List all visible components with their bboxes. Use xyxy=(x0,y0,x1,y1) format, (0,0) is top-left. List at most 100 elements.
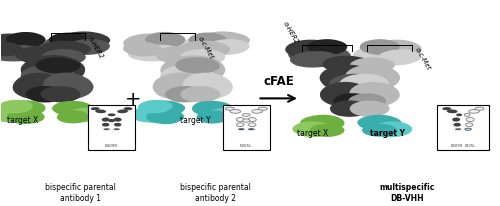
Text: target X: target X xyxy=(296,128,328,137)
Polygon shape xyxy=(20,56,85,84)
Polygon shape xyxy=(196,111,228,124)
Polygon shape xyxy=(152,73,203,100)
Polygon shape xyxy=(12,73,64,100)
Polygon shape xyxy=(160,56,226,85)
Polygon shape xyxy=(200,32,250,49)
Polygon shape xyxy=(348,94,386,110)
Text: target X: target X xyxy=(6,116,38,125)
Ellipse shape xyxy=(442,108,451,111)
Ellipse shape xyxy=(452,118,460,122)
Text: target Y: target Y xyxy=(180,116,210,125)
Polygon shape xyxy=(182,73,233,100)
Polygon shape xyxy=(66,40,110,56)
Polygon shape xyxy=(156,47,210,65)
Text: F405L: F405L xyxy=(464,144,476,147)
FancyBboxPatch shape xyxy=(437,105,490,150)
Polygon shape xyxy=(180,50,225,66)
Polygon shape xyxy=(345,65,400,92)
Polygon shape xyxy=(140,101,185,117)
Ellipse shape xyxy=(466,123,473,127)
Polygon shape xyxy=(288,44,351,67)
Ellipse shape xyxy=(117,110,128,114)
Text: α-HER2: α-HER2 xyxy=(87,35,104,59)
Ellipse shape xyxy=(238,129,244,131)
Ellipse shape xyxy=(114,118,122,122)
Polygon shape xyxy=(0,34,32,53)
Ellipse shape xyxy=(226,108,234,111)
Polygon shape xyxy=(180,41,230,58)
Polygon shape xyxy=(1,101,46,117)
Polygon shape xyxy=(0,107,30,123)
Polygon shape xyxy=(0,100,33,114)
Ellipse shape xyxy=(248,118,256,122)
Ellipse shape xyxy=(252,110,262,114)
Polygon shape xyxy=(43,34,103,57)
Polygon shape xyxy=(146,110,184,125)
Text: bispecific parental
antibody 1: bispecific parental antibody 1 xyxy=(45,182,116,202)
Polygon shape xyxy=(138,100,172,114)
Ellipse shape xyxy=(236,118,244,122)
Polygon shape xyxy=(206,108,244,123)
Polygon shape xyxy=(126,38,190,61)
Ellipse shape xyxy=(465,129,471,131)
Polygon shape xyxy=(322,57,372,74)
Polygon shape xyxy=(300,115,344,132)
Ellipse shape xyxy=(108,119,115,123)
Polygon shape xyxy=(43,73,94,100)
Polygon shape xyxy=(26,87,66,103)
Polygon shape xyxy=(292,122,332,138)
Polygon shape xyxy=(182,34,242,57)
Text: α-c-Met: α-c-Met xyxy=(414,46,432,71)
Ellipse shape xyxy=(248,123,256,127)
Polygon shape xyxy=(180,87,220,103)
Polygon shape xyxy=(49,33,87,48)
Polygon shape xyxy=(362,124,397,137)
Polygon shape xyxy=(350,83,400,107)
Polygon shape xyxy=(6,110,44,125)
Polygon shape xyxy=(350,58,395,75)
Polygon shape xyxy=(372,122,412,137)
Polygon shape xyxy=(165,87,205,103)
Polygon shape xyxy=(61,32,110,49)
Polygon shape xyxy=(353,45,416,67)
Ellipse shape xyxy=(102,123,110,127)
Polygon shape xyxy=(128,46,182,62)
Polygon shape xyxy=(192,101,234,117)
Polygon shape xyxy=(40,50,86,66)
Ellipse shape xyxy=(455,129,462,131)
Ellipse shape xyxy=(104,129,110,131)
Ellipse shape xyxy=(236,123,244,127)
Polygon shape xyxy=(320,65,375,92)
Text: K409R: K409R xyxy=(105,144,118,147)
Ellipse shape xyxy=(114,123,122,127)
Polygon shape xyxy=(350,101,390,117)
Text: K409R: K409R xyxy=(451,144,464,147)
Polygon shape xyxy=(0,42,23,57)
Polygon shape xyxy=(145,33,186,48)
Polygon shape xyxy=(285,40,335,59)
Polygon shape xyxy=(41,42,90,58)
Ellipse shape xyxy=(454,123,461,127)
Polygon shape xyxy=(67,108,104,123)
Polygon shape xyxy=(360,40,400,56)
Polygon shape xyxy=(123,34,173,53)
Polygon shape xyxy=(308,40,348,56)
Polygon shape xyxy=(0,39,50,61)
Text: α-c-Met: α-c-Met xyxy=(196,35,214,60)
Text: F405L: F405L xyxy=(240,144,252,147)
Polygon shape xyxy=(320,82,370,107)
Ellipse shape xyxy=(456,114,462,117)
Polygon shape xyxy=(52,101,94,117)
Polygon shape xyxy=(40,87,80,103)
Text: bispecific parental
antibody 2: bispecific parental antibody 2 xyxy=(180,182,250,202)
Ellipse shape xyxy=(468,110,479,114)
Polygon shape xyxy=(290,52,340,68)
Polygon shape xyxy=(0,46,43,62)
Ellipse shape xyxy=(114,129,120,131)
Ellipse shape xyxy=(102,118,110,122)
Ellipse shape xyxy=(466,118,474,122)
Ellipse shape xyxy=(95,110,106,114)
Polygon shape xyxy=(372,40,422,59)
Text: α-HER2: α-HER2 xyxy=(282,20,300,45)
Ellipse shape xyxy=(258,108,267,111)
